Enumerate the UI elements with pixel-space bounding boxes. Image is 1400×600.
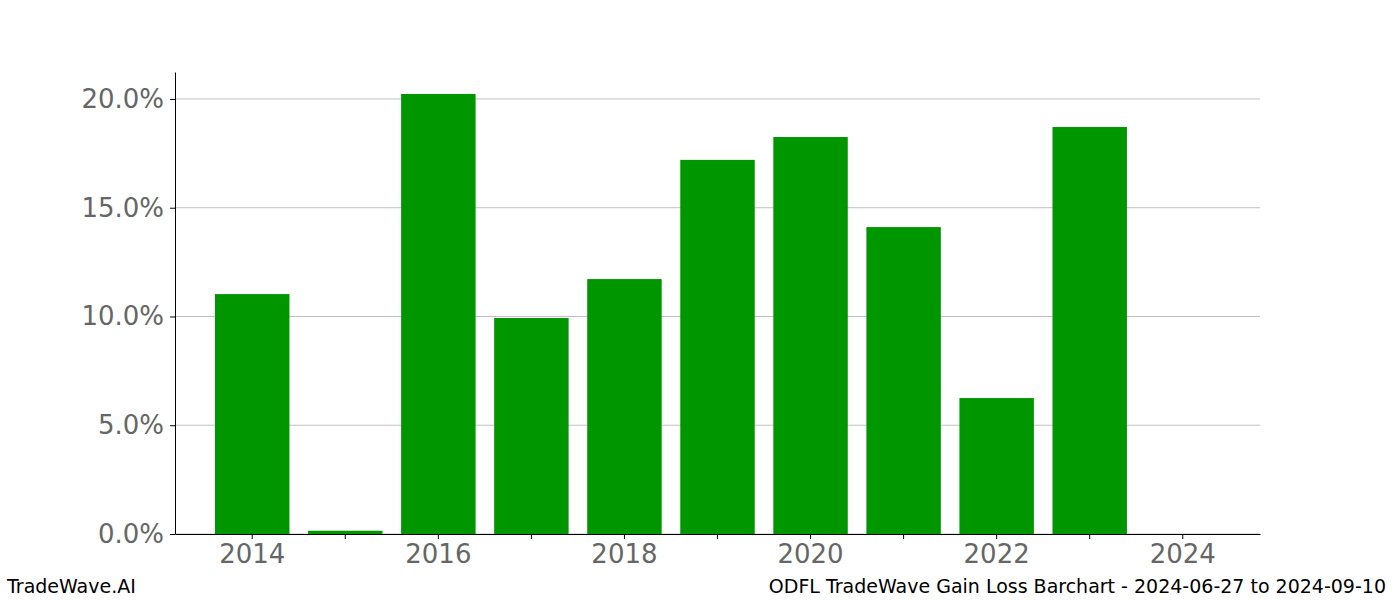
- y-tick-label: 10.0%: [81, 301, 164, 331]
- x-tick-mark: [1089, 534, 1090, 539]
- x-tick-mark: [624, 534, 625, 539]
- x-tick-mark: [810, 534, 811, 539]
- x-tick: [1089, 534, 1090, 539]
- y-tick: 5.0%: [98, 410, 175, 440]
- title: ODFL TradeWave Gain Loss Barchart - 2024…: [769, 575, 1386, 597]
- bar: [773, 137, 847, 534]
- x-tick-label: 2024: [1150, 539, 1216, 569]
- x-tick-mark: [903, 534, 904, 539]
- bar: [215, 294, 289, 534]
- bar: [866, 227, 940, 534]
- x-tick-mark: [252, 534, 253, 539]
- x-tick-mark: [531, 534, 532, 539]
- y-tick-label: 20.0%: [81, 84, 164, 114]
- x-tick-label: 2020: [777, 539, 843, 569]
- x-tick-label: 2022: [964, 539, 1030, 569]
- y-tick-label: 0.0%: [98, 519, 164, 549]
- y-tick-mark: [170, 208, 175, 209]
- chart: 0.0%5.0%10.0%15.0%20.0%20142016201820202…: [0, 0, 1400, 600]
- x-tick-label: 2018: [591, 539, 657, 569]
- y-tick: 15.0%: [81, 193, 175, 223]
- bar: [959, 398, 1033, 534]
- y-tick: 20.0%: [81, 84, 175, 114]
- y-tick-mark: [170, 425, 175, 426]
- y-tick-label: 5.0%: [98, 410, 164, 440]
- bar: [1052, 127, 1126, 534]
- x-tick-mark: [717, 534, 718, 539]
- x-tick: 2018: [591, 534, 657, 569]
- y-tick-label: 15.0%: [81, 193, 164, 223]
- x-tick: [903, 534, 904, 539]
- x-tick: [717, 534, 718, 539]
- annotation: TradeWave.AI: [6, 575, 136, 597]
- plot-area: 0.0%5.0%10.0%15.0%20.0%20142016201820202…: [81, 73, 1260, 570]
- y-tick-mark: [170, 99, 175, 100]
- x-tick-label: 2016: [405, 539, 471, 569]
- x-tick-mark: [1182, 534, 1183, 539]
- x-tick: 2024: [1150, 534, 1216, 569]
- y-tick-mark: [170, 316, 175, 317]
- bar: [680, 160, 754, 534]
- x-axis: 2014 2016 2018 2020 2022 2024: [176, 534, 1261, 569]
- grid-line: [175, 98, 1260, 99]
- bar: [401, 94, 475, 534]
- bar: [494, 318, 568, 534]
- bars: [215, 94, 1127, 534]
- x-tick: 2014: [219, 534, 285, 569]
- x-tick-mark: [345, 534, 346, 539]
- x-tick-mark: [438, 534, 439, 539]
- x-tick-mark: [996, 534, 997, 539]
- bar: [1146, 534, 1220, 535]
- bar: [308, 531, 382, 534]
- y-tick: 10.0%: [81, 301, 175, 331]
- x-tick-label: 2014: [219, 539, 285, 569]
- x-tick: 2020: [777, 534, 843, 569]
- y-axis-line: [175, 73, 176, 535]
- grid: [175, 99, 1260, 534]
- x-tick: 2016: [405, 534, 471, 569]
- bar: [587, 279, 661, 534]
- y-tick: 0.0%: [98, 519, 175, 549]
- x-tick: 2022: [964, 534, 1030, 569]
- x-tick: [531, 534, 532, 539]
- y-axis: 0.0% 5.0% 10.0% 15.0% 20.0%: [81, 73, 175, 549]
- x-tick: [345, 534, 346, 539]
- y-tick-mark: [170, 534, 175, 535]
